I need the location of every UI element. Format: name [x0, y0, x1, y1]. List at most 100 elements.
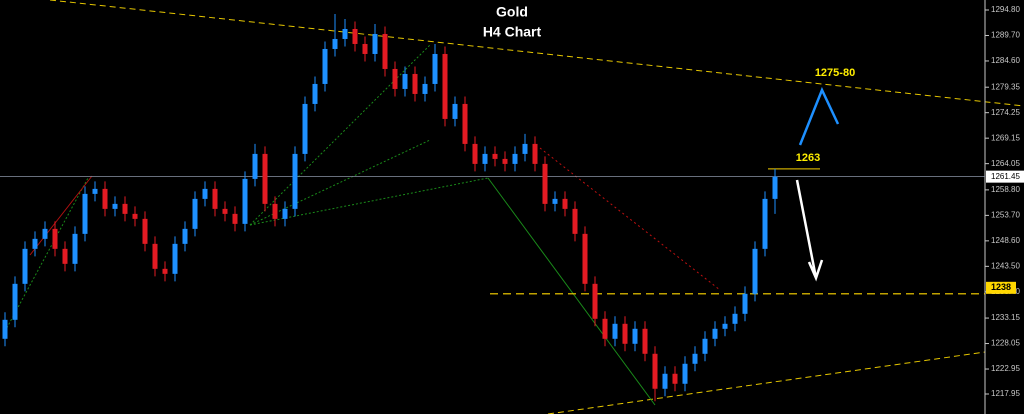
y-tick-label: 1269.15	[991, 133, 1020, 142]
y-tick-label: 1289.70	[991, 31, 1020, 40]
candle-body	[172, 243, 178, 274]
candle-body	[272, 203, 278, 219]
candle-body	[12, 283, 18, 320]
plot: 1294.80 1289.70 1284.60 1279.35 1274.25 1269.…	[0, 5, 1024, 402]
y-tick-label: 1217.95	[991, 389, 1020, 398]
candle-body	[362, 43, 368, 54]
candle-body	[52, 228, 58, 249]
candle-body	[442, 53, 448, 119]
candle-body	[712, 328, 718, 339]
candle-body	[82, 193, 88, 234]
candle-body	[62, 248, 68, 264]
y-tick-label: 1228.05	[991, 339, 1020, 348]
candle-body	[72, 233, 78, 264]
candle-body	[622, 323, 628, 344]
y-tick-label: 1253.70	[991, 210, 1020, 219]
candle-body	[32, 238, 38, 249]
candle-body	[522, 143, 528, 154]
fan-line	[249, 139, 431, 226]
candle-body	[642, 328, 648, 354]
candle-body	[22, 248, 28, 284]
candle-body	[762, 198, 768, 249]
y-tick-label: 1233.15	[991, 313, 1020, 322]
candle-body	[382, 33, 388, 69]
candle-body	[772, 176, 778, 199]
candle-body	[432, 53, 438, 84]
candle-body	[692, 353, 698, 364]
fan-line	[249, 44, 431, 226]
candle-body	[222, 208, 228, 214]
candle-body	[482, 153, 488, 164]
candle-body	[142, 218, 148, 244]
fan-line	[539, 147, 721, 291]
candle-body	[742, 293, 748, 314]
candle-body	[252, 153, 258, 179]
level-label: 1238	[991, 282, 1011, 292]
candle-body	[652, 353, 658, 389]
y-tick-label: 1279.35	[991, 82, 1020, 91]
candle-body	[332, 38, 338, 49]
candle-body	[92, 188, 98, 194]
candle-body	[592, 283, 598, 319]
candle-body	[392, 68, 398, 89]
candle-body	[422, 83, 428, 94]
annotation: 1275-80	[815, 67, 855, 79]
candle-body	[292, 153, 298, 209]
candle-body	[632, 328, 638, 344]
candle-body	[2, 319, 8, 339]
y-tick-label: 1294.80	[991, 5, 1020, 14]
down-arrow	[795, 179, 824, 282]
y-tick-label: 1274.25	[991, 108, 1020, 117]
candle-body	[752, 248, 758, 294]
level-box	[986, 281, 1016, 294]
trendline	[49, 0, 1024, 107]
chart-subtitle: H4 Chart	[483, 24, 542, 40]
chart-title: Gold	[496, 4, 528, 20]
candle-body	[232, 213, 238, 224]
candle-body	[182, 228, 188, 244]
candle-body	[562, 198, 568, 209]
candle-body	[112, 203, 118, 209]
candle-body	[322, 48, 328, 84]
candle-body	[492, 153, 498, 159]
candle-body	[342, 28, 348, 39]
candle-body	[582, 233, 588, 284]
candle-body	[662, 373, 668, 389]
y-tick-label: 1258.80	[991, 185, 1020, 194]
candle-body	[412, 73, 418, 94]
candle-body	[462, 103, 468, 144]
y-tick-label: 1264.05	[991, 159, 1020, 168]
last-price-label: 1261.45	[991, 172, 1020, 181]
candle-body	[732, 313, 738, 324]
candle-body	[202, 188, 208, 199]
fan-line	[487, 177, 656, 406]
candle-body	[612, 323, 618, 339]
candle-body	[192, 198, 198, 229]
candle-body	[502, 158, 508, 164]
trendline	[547, 351, 986, 414]
candle-body	[552, 198, 558, 204]
candle-body	[352, 28, 358, 44]
candle-body	[532, 143, 538, 164]
candle-body	[602, 318, 608, 339]
up-arrow	[798, 86, 840, 146]
y-tick-label: 1243.50	[991, 261, 1020, 270]
candle-body	[672, 373, 678, 384]
annotation: 1263	[796, 152, 820, 164]
candle-body	[152, 243, 158, 269]
y-tick-label: 1284.60	[991, 56, 1020, 65]
candle-body	[262, 153, 268, 204]
fan-line	[249, 177, 489, 226]
candle-body	[242, 178, 248, 224]
candle-body	[572, 208, 578, 234]
last-price-box	[986, 170, 1024, 183]
candle-body	[702, 338, 708, 354]
y-tick-label: 1248.60	[991, 236, 1020, 245]
candle-body	[402, 73, 408, 89]
candle-body	[42, 228, 48, 239]
candle-body	[212, 188, 218, 209]
candle-body	[132, 213, 138, 219]
candle-body	[282, 208, 288, 219]
candle-body	[162, 268, 168, 274]
